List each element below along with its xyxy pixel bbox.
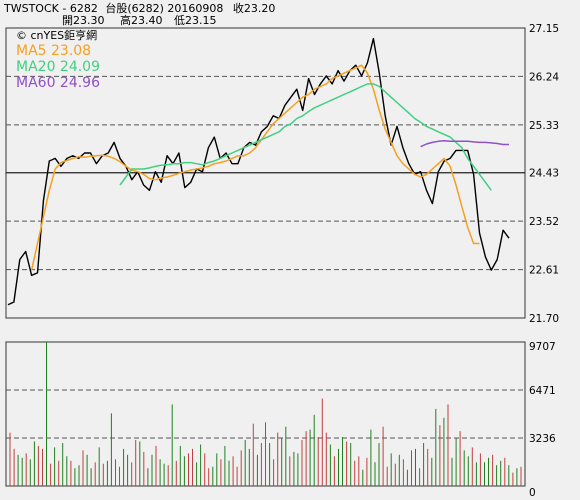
ma20-legend: MA20 24.09 [16,59,100,75]
volume-y-tick-label: 0 [529,487,536,499]
volume-y-tick-label: 9707 [529,341,556,353]
price-y-tick-label: 27.15 [529,23,559,35]
price-y-tick-label: 24.43 [529,168,559,180]
trade-date: 20160908 [167,2,224,15]
header-line-1: TWSTOCK - 6282 台股(6282) 20160908 收23.20 [4,3,275,15]
price-y-tick-label: 21.70 [529,313,559,325]
ma60-legend: MA60 24.96 [16,75,100,91]
ma-line-ma5 [30,64,480,271]
header-separator: - [62,2,67,15]
open-price: 開23.30 [62,14,105,27]
ma-line-ma20 [119,83,492,191]
ticker-name: 台股(6282) [105,2,164,15]
price-y-tick-label: 22.61 [529,265,559,277]
low-price: 低23.15 [174,14,217,27]
ticker-source: TWSTOCK [4,2,59,15]
ma-line-ma60 [420,140,509,148]
volume-y-tick-label: 3236 [529,433,556,445]
price-y-tick-label: 25.33 [529,120,559,132]
ticker-code: 6282 [69,2,98,15]
header-line-2: 開23.30 高23.40 低23.15 [62,15,217,27]
watermark: © cnYES鉅亨網 [16,29,98,42]
price-y-tick-label: 26.24 [529,71,559,83]
ma5-legend: MA5 23.08 [16,43,92,59]
high-price: 高23.40 [120,14,163,27]
volume-y-tick-label: 6471 [529,385,556,397]
close-price: 收23.20 [232,2,276,15]
price-line [7,37,510,306]
price-y-tick-label: 23.52 [529,216,559,228]
